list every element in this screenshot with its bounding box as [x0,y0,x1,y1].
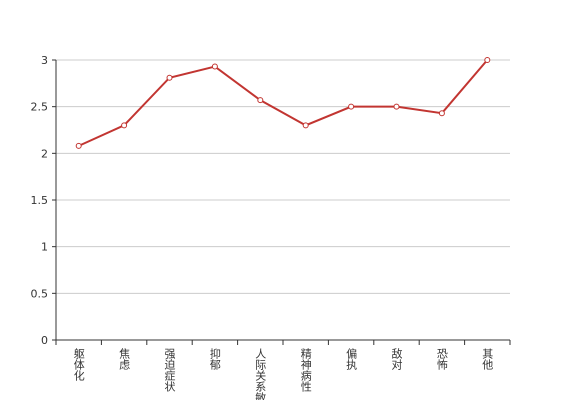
point [166,74,173,81]
point [302,122,309,129]
point [348,103,355,110]
point [75,142,82,149]
point [121,122,128,129]
y-tick-label: 1 [41,241,48,254]
point [484,57,491,63]
line [78,59,489,147]
point [211,63,218,70]
y-tick-label: 0 [41,334,48,347]
x-tick-label: 恐怖 [435,348,448,370]
x-tick-label: 偏执 [345,347,358,371]
x-tick-label: 焦虑 [118,348,131,370]
x-tick-label: 敌对 [390,347,403,370]
x-tick-label: 其他 [481,348,494,370]
x-tick-label: 人际关系敏感 [254,348,267,400]
x-tick-label: 抑郁 [208,347,221,370]
x-tick-label: 强迫症状 [163,348,176,392]
y-tick-label: 3 [41,54,48,67]
point [257,97,264,104]
point [393,103,400,110]
y-tick-label: 2 [41,147,48,160]
x-tick-label: 躯体化 [72,348,85,382]
x-tick-label: 精神病性 [299,348,312,393]
point [438,110,445,117]
y-tick-label: 0.5 [31,287,49,300]
y-tick-label: 2.5 [31,101,49,114]
y-tick-label: 1.5 [31,194,49,207]
